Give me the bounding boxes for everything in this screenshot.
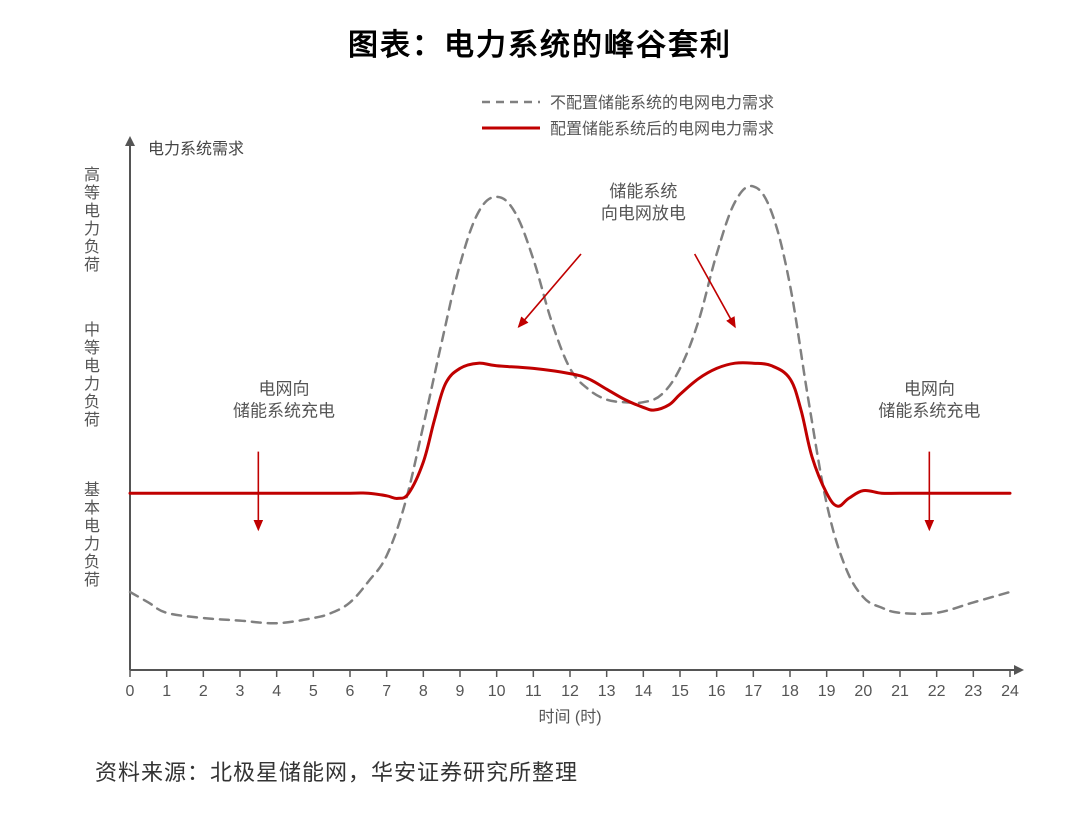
svg-text:24: 24 (1001, 683, 1019, 700)
chart-svg: 0123456789101112131415161718192021222324… (40, 80, 1040, 730)
svg-text:2: 2 (199, 683, 208, 700)
svg-text:本: 本 (84, 499, 100, 517)
svg-text:3: 3 (236, 683, 245, 700)
svg-text:11: 11 (525, 683, 542, 700)
svg-text:配置储能系统后的电网电力需求: 配置储能系统后的电网电力需求 (550, 120, 774, 138)
svg-text:力: 力 (84, 535, 100, 553)
svg-text:10: 10 (488, 683, 506, 700)
svg-text:负: 负 (84, 393, 100, 411)
svg-text:20: 20 (854, 683, 872, 700)
svg-text:4: 4 (272, 683, 281, 700)
svg-text:14: 14 (634, 683, 652, 700)
svg-text:16: 16 (708, 683, 726, 700)
page: 图表：电力系统的峰谷套利 012345678910111213141516171… (0, 0, 1080, 821)
svg-text:电网向: 电网向 (259, 379, 310, 398)
svg-text:15: 15 (671, 683, 689, 700)
chart: 0123456789101112131415161718192021222324… (40, 80, 1040, 730)
svg-text:21: 21 (891, 683, 909, 700)
svg-text:储能系统充电: 储能系统充电 (878, 401, 980, 420)
svg-text:基: 基 (84, 481, 100, 499)
svg-text:电力系统需求: 电力系统需求 (148, 140, 244, 158)
svg-text:电: 电 (84, 357, 100, 375)
svg-text:高: 高 (84, 166, 100, 184)
svg-text:7: 7 (382, 683, 391, 700)
svg-text:中: 中 (84, 321, 100, 339)
svg-text:储能系统充电: 储能系统充电 (233, 401, 335, 420)
svg-text:荷: 荷 (84, 256, 100, 274)
svg-text:力: 力 (84, 220, 100, 238)
svg-text:电网向: 电网向 (904, 379, 955, 398)
svg-text:等: 等 (84, 184, 100, 202)
svg-text:负: 负 (84, 553, 100, 571)
svg-text:时间 (时): 时间 (时) (538, 708, 601, 726)
svg-text:1: 1 (162, 683, 171, 700)
svg-text:电: 电 (84, 202, 100, 220)
svg-text:12: 12 (561, 683, 579, 700)
svg-text:不配置储能系统的电网电力需求: 不配置储能系统的电网电力需求 (550, 94, 774, 112)
svg-text:向电网放电: 向电网放电 (601, 204, 686, 223)
svg-text:力: 力 (84, 375, 100, 393)
svg-text:18: 18 (781, 683, 799, 700)
svg-text:6: 6 (346, 683, 355, 700)
svg-text:5: 5 (309, 683, 318, 700)
svg-text:0: 0 (126, 683, 135, 700)
svg-text:电: 电 (84, 517, 100, 535)
svg-text:储能系统: 储能系统 (609, 182, 677, 201)
svg-text:19: 19 (818, 683, 836, 700)
svg-text:荷: 荷 (84, 411, 100, 429)
chart-title: 图表：电力系统的峰谷套利 (0, 20, 1080, 64)
svg-text:等: 等 (84, 339, 100, 357)
svg-text:9: 9 (456, 683, 465, 700)
svg-text:13: 13 (598, 683, 616, 700)
svg-text:荷: 荷 (84, 571, 100, 589)
svg-text:负: 负 (84, 238, 100, 256)
svg-text:17: 17 (744, 683, 762, 700)
source-text: 资料来源：北极星储能网，华安证券研究所整理 (95, 755, 578, 787)
svg-text:22: 22 (928, 683, 946, 700)
svg-text:23: 23 (964, 683, 982, 700)
svg-text:8: 8 (419, 683, 428, 700)
